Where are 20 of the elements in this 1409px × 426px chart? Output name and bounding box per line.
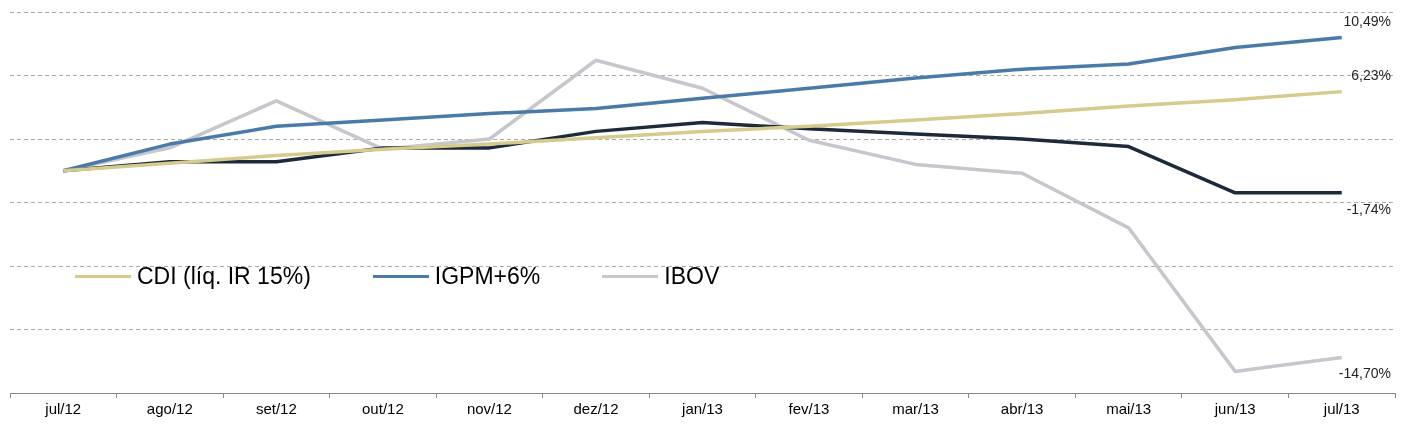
x-tick-label: jan/13 — [681, 400, 723, 418]
x-tick-label: fev/13 — [788, 400, 830, 418]
x-tick-label: nov/12 — [466, 400, 512, 418]
x-tick-label: dez/12 — [573, 400, 619, 418]
x-tick-label: out/12 — [362, 400, 404, 418]
data-label: -1,74% — [1346, 200, 1391, 217]
x-tick-label: jun/13 — [1213, 400, 1256, 418]
legend-label: IGPM+6% — [434, 262, 541, 290]
x-tick-label: ago/12 — [146, 400, 193, 418]
x-tick-label: mar/13 — [892, 400, 939, 418]
x-tick-label: set/12 — [255, 400, 297, 418]
legend-label: CDI (líq. IR 15%) — [137, 262, 311, 290]
x-tick-label: mai/13 — [1106, 400, 1152, 418]
x-tick-label: abr/13 — [1000, 400, 1044, 418]
data-label: -14,70% — [1338, 365, 1391, 382]
legend-label: IBOV — [664, 262, 720, 290]
x-tick-label: jul/13 — [1322, 400, 1360, 418]
data-label: 10,49% — [1343, 13, 1391, 30]
x-tick-label: jul/12 — [44, 400, 82, 418]
data-label: 6,23% — [1351, 67, 1391, 84]
